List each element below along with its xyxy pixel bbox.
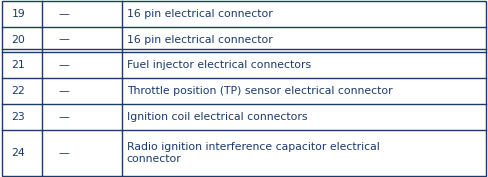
Text: —: — <box>59 112 70 122</box>
Text: Ignition coil electrical connectors: Ignition coil electrical connectors <box>127 112 307 122</box>
Text: 16 pin electrical connector: 16 pin electrical connector <box>127 9 272 19</box>
Text: Throttle position (TP) sensor electrical connector: Throttle position (TP) sensor electrical… <box>127 86 392 96</box>
Text: 19: 19 <box>11 9 25 19</box>
Text: Radio ignition interference capacitor electrical
connector: Radio ignition interference capacitor el… <box>127 142 379 164</box>
Text: 24: 24 <box>11 148 25 158</box>
Text: —: — <box>59 148 70 158</box>
Text: 16 pin electrical connector: 16 pin electrical connector <box>127 35 272 45</box>
Text: 21: 21 <box>11 60 25 70</box>
Text: 20: 20 <box>11 35 25 45</box>
Text: —: — <box>59 86 70 96</box>
Text: —: — <box>59 9 70 19</box>
Text: —: — <box>59 60 70 70</box>
Text: Fuel injector electrical connectors: Fuel injector electrical connectors <box>127 60 311 70</box>
Text: 22: 22 <box>11 86 25 96</box>
Text: —: — <box>59 35 70 45</box>
Text: 23: 23 <box>11 112 25 122</box>
